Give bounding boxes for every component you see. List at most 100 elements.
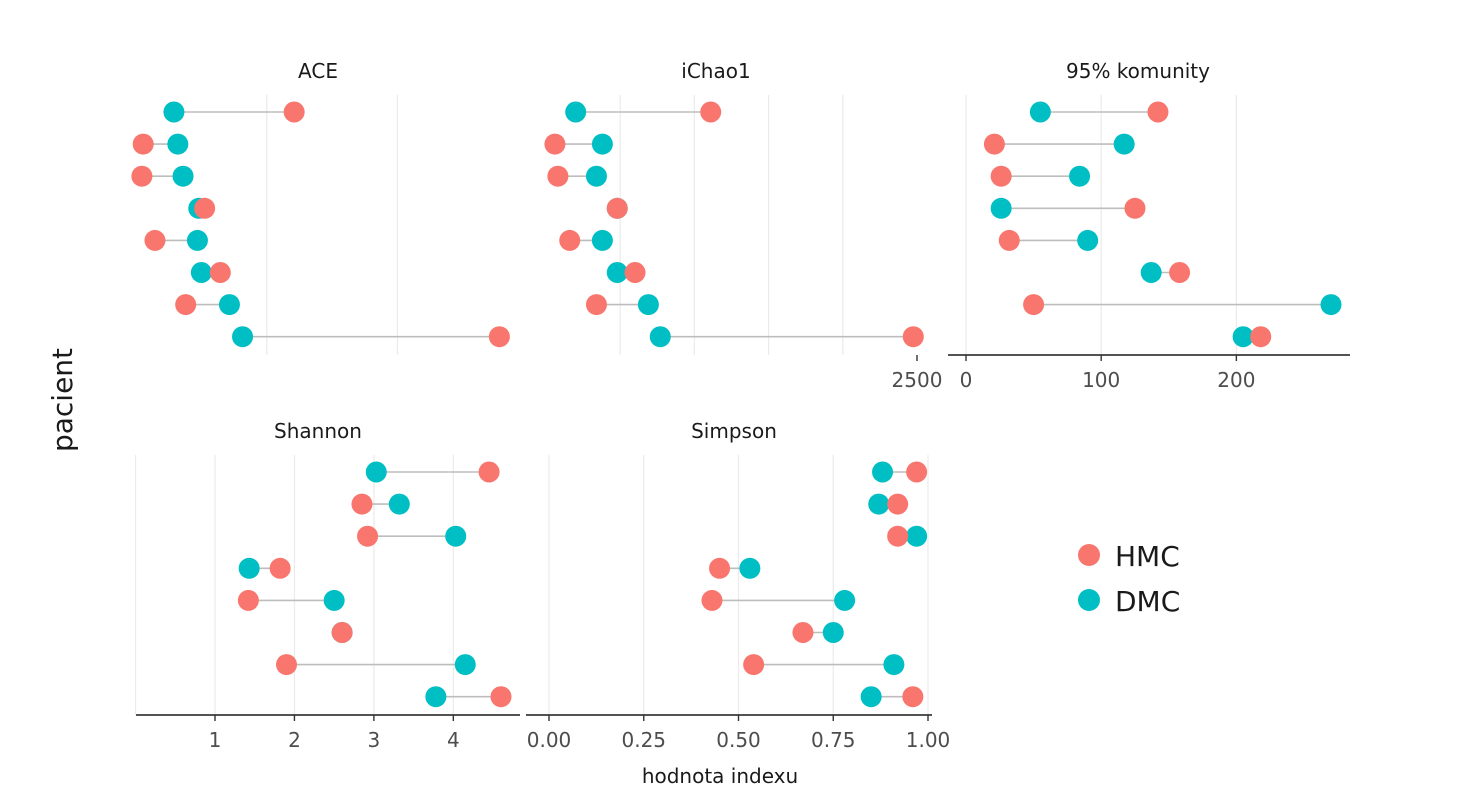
x-tick-label: 100: [1082, 368, 1120, 392]
panel-title: Simpson: [691, 419, 777, 443]
point-dmc: [186, 229, 208, 251]
point-dmc: [1069, 165, 1091, 187]
point-hmc: [209, 262, 231, 283]
point-dmc: [232, 326, 254, 348]
x-tick-label: 200: [1217, 368, 1255, 392]
legend-label-hmc: HMC: [1115, 540, 1180, 573]
legend: HMC DMC: [1078, 540, 1180, 618]
point-hmc: [544, 133, 566, 155]
point-hmc: [269, 557, 291, 579]
point-dmc: [238, 557, 260, 579]
point-dmc: [649, 326, 671, 348]
point-hmc: [357, 525, 379, 547]
point-dmc: [868, 493, 890, 515]
point-dmc: [388, 493, 410, 515]
point-hmc: [559, 229, 581, 251]
y-axis-title: pacient: [46, 348, 79, 452]
panel-ace: ACE: [131, 59, 510, 355]
point-hmc: [144, 229, 166, 251]
point-hmc: [906, 461, 928, 483]
point-hmc: [887, 493, 909, 515]
point-hmc: [700, 101, 722, 123]
point-hmc: [1250, 326, 1272, 348]
point-dmc: [591, 133, 613, 155]
point-hmc: [983, 133, 1005, 155]
point-dmc: [218, 294, 240, 316]
legend-swatch-hmc: [1078, 544, 1100, 566]
facet-panels: ACE iChao1 2500 95% komunity 0 100 200 Shannon 1…: [131, 59, 1350, 752]
point-hmc: [175, 294, 197, 316]
point-dmc: [591, 229, 613, 251]
x-tick-label: 3: [368, 728, 381, 752]
point-dmc: [167, 133, 189, 155]
point-dmc: [365, 461, 387, 483]
point-dmc: [834, 589, 856, 611]
point-hmc: [1147, 101, 1169, 123]
point-hmc: [351, 493, 373, 515]
point-hmc: [478, 461, 500, 483]
point-dmc: [739, 557, 761, 579]
point-hmc: [792, 622, 814, 643]
point-dmc: [860, 686, 882, 708]
point-hmc: [743, 654, 765, 676]
point-dmc: [872, 461, 894, 483]
point-hmc: [276, 654, 297, 676]
x-axis-title: hodnota indexu: [642, 764, 798, 788]
point-hmc: [132, 133, 154, 155]
point-dmc: [1320, 294, 1342, 316]
point-dmc: [990, 197, 1012, 219]
point-dmc: [1113, 133, 1135, 155]
point-dmc: [323, 589, 345, 611]
panel-title: ACE: [298, 59, 338, 83]
point-hmc: [488, 326, 510, 348]
point-dmc: [1029, 101, 1051, 123]
legend-label-dmc: DMC: [1115, 585, 1180, 618]
x-tick-label: 0.50: [716, 728, 761, 752]
x-tick-label: 1.00: [906, 728, 951, 752]
point-hmc: [709, 557, 731, 579]
x-tick-label: 2: [288, 728, 301, 752]
point-dmc: [585, 165, 607, 187]
panel-title: iChao1: [681, 59, 750, 83]
point-dmc: [822, 622, 844, 643]
point-dmc: [454, 654, 476, 676]
panel-simpson: Simpson 0.00 0.25 0.50 0.75 1.00: [526, 419, 950, 752]
point-hmc: [902, 686, 924, 708]
panel-shannon: Shannon 1 2 3 4: [134, 419, 520, 752]
point-hmc: [624, 262, 646, 283]
point-hmc: [990, 165, 1012, 187]
point-hmc: [237, 589, 259, 611]
panel-title: 95% komunity: [1066, 59, 1210, 83]
x-tick-label: 0.75: [811, 728, 856, 752]
point-dmc: [883, 654, 905, 676]
point-dmc: [163, 101, 185, 123]
point-hmc: [131, 165, 153, 187]
point-hmc: [1023, 294, 1045, 316]
point-hmc: [490, 686, 512, 708]
point-hmc: [585, 294, 607, 316]
legend-item-hmc: HMC: [1078, 540, 1180, 573]
point-hmc: [194, 197, 216, 219]
point-hmc: [606, 197, 628, 219]
point-dmc: [445, 525, 467, 547]
legend-swatch-dmc: [1078, 589, 1100, 611]
x-tick-label: 1: [209, 728, 222, 752]
panel-title: Shannon: [274, 419, 362, 443]
panel-ichao1: iChao1 2500: [544, 59, 942, 392]
point-dmc: [1232, 326, 1254, 348]
point-hmc: [998, 229, 1020, 251]
point-hmc: [1169, 262, 1191, 283]
point-dmc: [606, 262, 628, 283]
x-tick-label: 0.25: [621, 728, 666, 752]
panel-95-komunity: 95% komunity 0 100 200: [948, 59, 1350, 392]
legend-item-dmc: DMC: [1078, 585, 1180, 618]
point-hmc: [887, 525, 909, 547]
point-hmc: [331, 622, 353, 643]
point-dmc: [637, 294, 659, 316]
point-hmc: [902, 326, 924, 348]
x-tick-label: 4: [447, 728, 460, 752]
point-dmc: [190, 262, 212, 283]
x-tick-label: 0: [960, 368, 973, 392]
x-tick-label: 2500: [892, 368, 943, 392]
